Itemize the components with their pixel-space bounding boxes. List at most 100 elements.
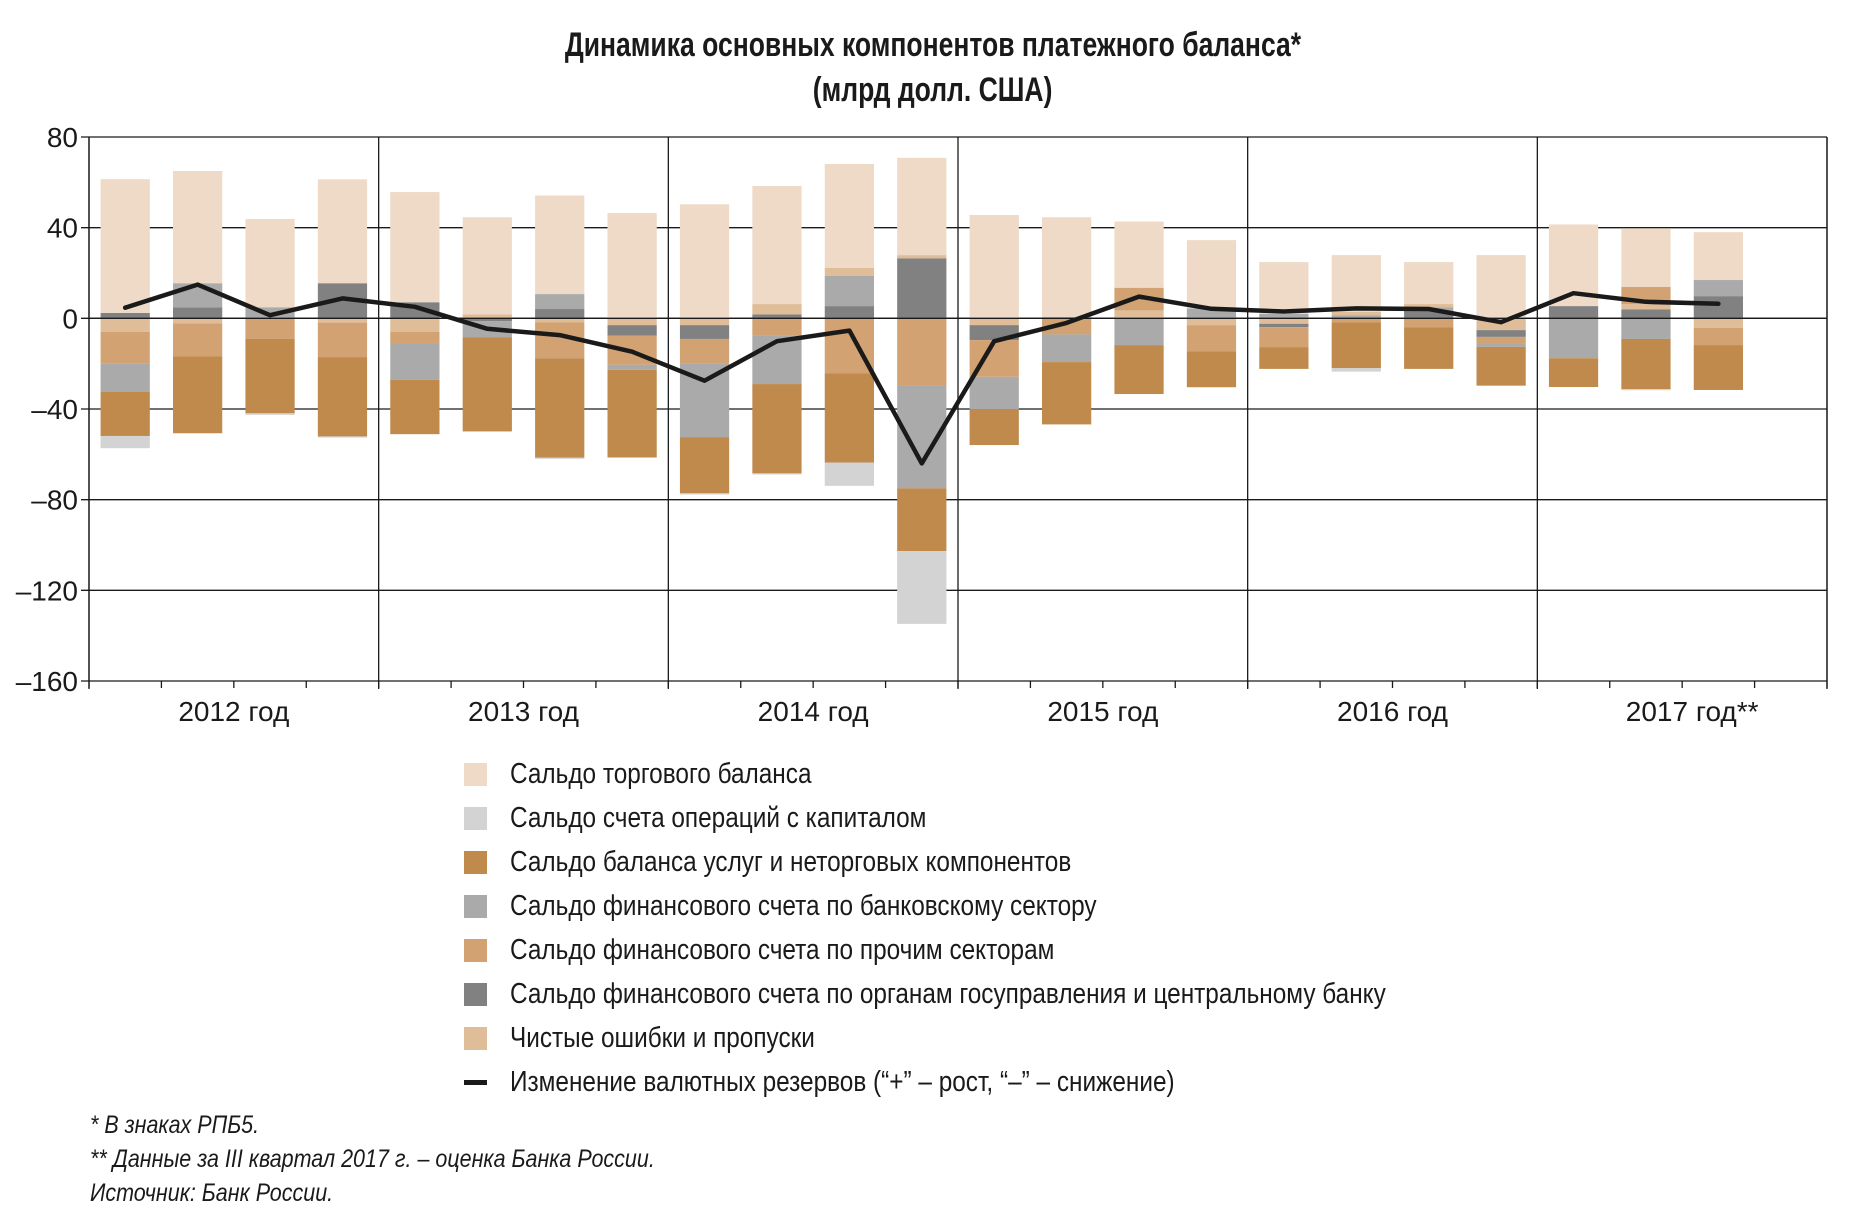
bar-segment-trade: [462, 217, 512, 315]
footnotes: * В знаках РПБ5. ** Данные за III кварта…: [90, 1108, 747, 1210]
bar-segment-other: [1404, 318, 1454, 328]
legend-swatch: [464, 1026, 487, 1050]
bar-segment-trade: [1331, 255, 1381, 312]
legend-label: Сальдо финансового счета по органам госу…: [510, 977, 1386, 1010]
bar-segment-gov: [462, 318, 512, 322]
x-year-label: 2016 год: [1337, 696, 1448, 727]
reserves-point: [920, 461, 924, 465]
legend-label: Сальдо счета операций с капиталом: [510, 801, 927, 834]
bar-segment-errors: [752, 304, 802, 315]
reserves-point: [413, 305, 417, 309]
reserves-point: [847, 329, 851, 333]
legend-label: Чистые ошибки и пропуски: [510, 1021, 815, 1054]
chart-subtitle: (млрд долл. США): [0, 71, 1865, 110]
legend-item-reserves: Изменение валютных резервов (“+” – рост,…: [464, 1060, 1553, 1104]
reserves-point: [485, 327, 489, 331]
legend-swatch: [464, 894, 487, 918]
bar-segment-errors: [1259, 318, 1309, 324]
bar-segment-trade: [679, 204, 730, 319]
bar-segment-gov: [173, 307, 223, 319]
bar-segment-trade: [607, 212, 657, 319]
chart-title-text: Динамика основных компонентов платежного…: [564, 26, 1301, 64]
bar-segment-errors: [535, 318, 585, 323]
bar-segment-other: [1693, 327, 1743, 346]
bar-segment-bank: [1042, 334, 1092, 363]
bar-segment-services: [1548, 358, 1599, 388]
bar-segment-gov: [1621, 309, 1671, 319]
legend-label: Сальдо баланса услуг и неторговых компон…: [510, 845, 1072, 878]
bar-segment-capital: [824, 462, 874, 486]
bar-segment-errors: [1186, 318, 1237, 326]
chart-plot: 80 40 0 –40 –80 –120 –160 2012 год 2013 год 2014 …: [16, 122, 1828, 727]
bar-segment-trade: [390, 192, 440, 303]
y-tick-label: –80: [31, 485, 78, 516]
footnote-text: ** Данные за III квартал 2017 г. – оценк…: [90, 1145, 655, 1173]
bar-segment-other: [1259, 327, 1309, 348]
bar-segment-gov: [679, 325, 730, 339]
bar-segment-other: [100, 331, 150, 364]
reserves-point: [123, 306, 127, 310]
bar-segment-errors: [1114, 310, 1164, 319]
reserves-point: [558, 333, 562, 337]
reserves-point: [196, 283, 200, 287]
bar-segment-other: [752, 318, 802, 336]
bar-segment-services: [390, 379, 440, 435]
bar-segment-trade: [317, 179, 368, 284]
bar-segment-other: [679, 338, 730, 364]
legend-item-capital: Сальдо счета операций с капиталом: [464, 796, 1553, 840]
reserves-point: [992, 339, 996, 343]
bar-segment-gov: [752, 314, 802, 319]
bar-segment-trade: [897, 157, 947, 256]
legend-item-bank: Сальдо финансового счета по банковскому …: [464, 884, 1553, 928]
y-tick-label: 0: [62, 303, 78, 334]
bar-segment-trade: [752, 185, 802, 305]
x-year-label: 2015 год: [1047, 696, 1158, 727]
reserves-point: [1354, 306, 1358, 310]
bar-segment-trade: [1042, 217, 1092, 318]
bar-segment-errors: [173, 318, 223, 324]
bar-segment-services: [679, 437, 730, 494]
bar-segment-services: [1042, 362, 1092, 425]
reserves-point: [1427, 307, 1431, 311]
source-text: Источник: Банк России.: [90, 1179, 334, 1207]
bar-segment-services: [245, 338, 295, 414]
footnote: ** Данные за III квартал 2017 г. – оценк…: [90, 1142, 747, 1176]
bar-segment-services: [969, 409, 1019, 446]
bar-segment-errors: [679, 318, 730, 326]
bar-segment-errors: [100, 318, 150, 332]
bar-segment-bank: [1114, 318, 1164, 346]
reserves-point: [268, 313, 272, 317]
bar-segment-capital: [245, 413, 295, 415]
bar-segment-gov: [1404, 310, 1454, 319]
bar-segment-trade: [1693, 232, 1743, 281]
bar-segment-services: [752, 384, 802, 474]
bar-segment-trade: [245, 219, 295, 308]
bar-segment-services: [607, 369, 657, 458]
bar-segment-trade: [969, 214, 1019, 319]
bar-segment-errors: [1621, 304, 1671, 310]
legend-swatch: [464, 806, 487, 830]
bar-segment-other: [317, 322, 368, 358]
bar-segment-services: [1186, 351, 1237, 388]
bar-segment-services: [1259, 347, 1309, 369]
reserves-point: [1572, 291, 1576, 295]
bar-segment-bank: [1548, 318, 1599, 359]
bar-segment-other: [245, 318, 295, 339]
bar-segment-gov: [1548, 306, 1599, 319]
reserves-point: [1644, 300, 1648, 304]
bar-segment-capital: [752, 473, 802, 475]
legend-line-swatch: [464, 1079, 487, 1085]
bar-segment-bank: [1331, 315, 1381, 319]
reserves-point: [1065, 321, 1069, 325]
bar-segment-other: [173, 323, 223, 357]
bar-segment-trade: [535, 195, 585, 295]
bar-segment-trade: [1259, 262, 1309, 314]
bar-segment-capital: [535, 457, 585, 459]
bar-segment-services: [1621, 338, 1671, 390]
bar-segment-services: [1476, 346, 1526, 386]
bar-segment-bank: [1259, 313, 1309, 319]
chart-subtitle-text: (млрд долл. США): [812, 71, 1053, 109]
reserves-point: [1209, 307, 1213, 311]
legend: Сальдо торгового баланса Сальдо счета оп…: [464, 752, 1553, 1104]
legend-swatch: [464, 982, 487, 1006]
